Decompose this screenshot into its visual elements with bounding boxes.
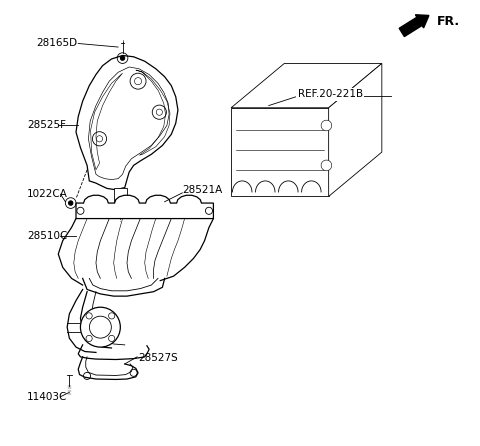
Polygon shape — [76, 195, 214, 219]
Polygon shape — [329, 63, 382, 196]
Polygon shape — [114, 188, 127, 203]
Circle shape — [108, 335, 115, 342]
Circle shape — [120, 56, 125, 60]
Circle shape — [108, 313, 115, 319]
Circle shape — [81, 307, 120, 347]
Circle shape — [321, 160, 332, 171]
Circle shape — [321, 120, 332, 131]
Polygon shape — [231, 108, 329, 196]
Text: FR.: FR. — [437, 15, 460, 28]
Text: 28510C: 28510C — [27, 231, 68, 241]
Circle shape — [86, 313, 92, 319]
Text: 1022CA: 1022CA — [27, 189, 68, 199]
Text: 28527S: 28527S — [138, 353, 178, 363]
Circle shape — [69, 201, 73, 205]
Text: 28165D: 28165D — [36, 38, 77, 49]
Ellipse shape — [147, 205, 168, 216]
Ellipse shape — [85, 205, 107, 216]
FancyArrow shape — [399, 15, 429, 37]
Text: 28521A: 28521A — [182, 185, 223, 195]
Polygon shape — [76, 55, 178, 190]
Ellipse shape — [116, 205, 138, 216]
Text: 11403C: 11403C — [27, 392, 68, 402]
Text: REF.20-221B: REF.20-221B — [298, 90, 363, 99]
Polygon shape — [231, 63, 382, 108]
Ellipse shape — [179, 205, 200, 216]
Circle shape — [86, 335, 92, 342]
Text: 28525F: 28525F — [27, 120, 66, 131]
